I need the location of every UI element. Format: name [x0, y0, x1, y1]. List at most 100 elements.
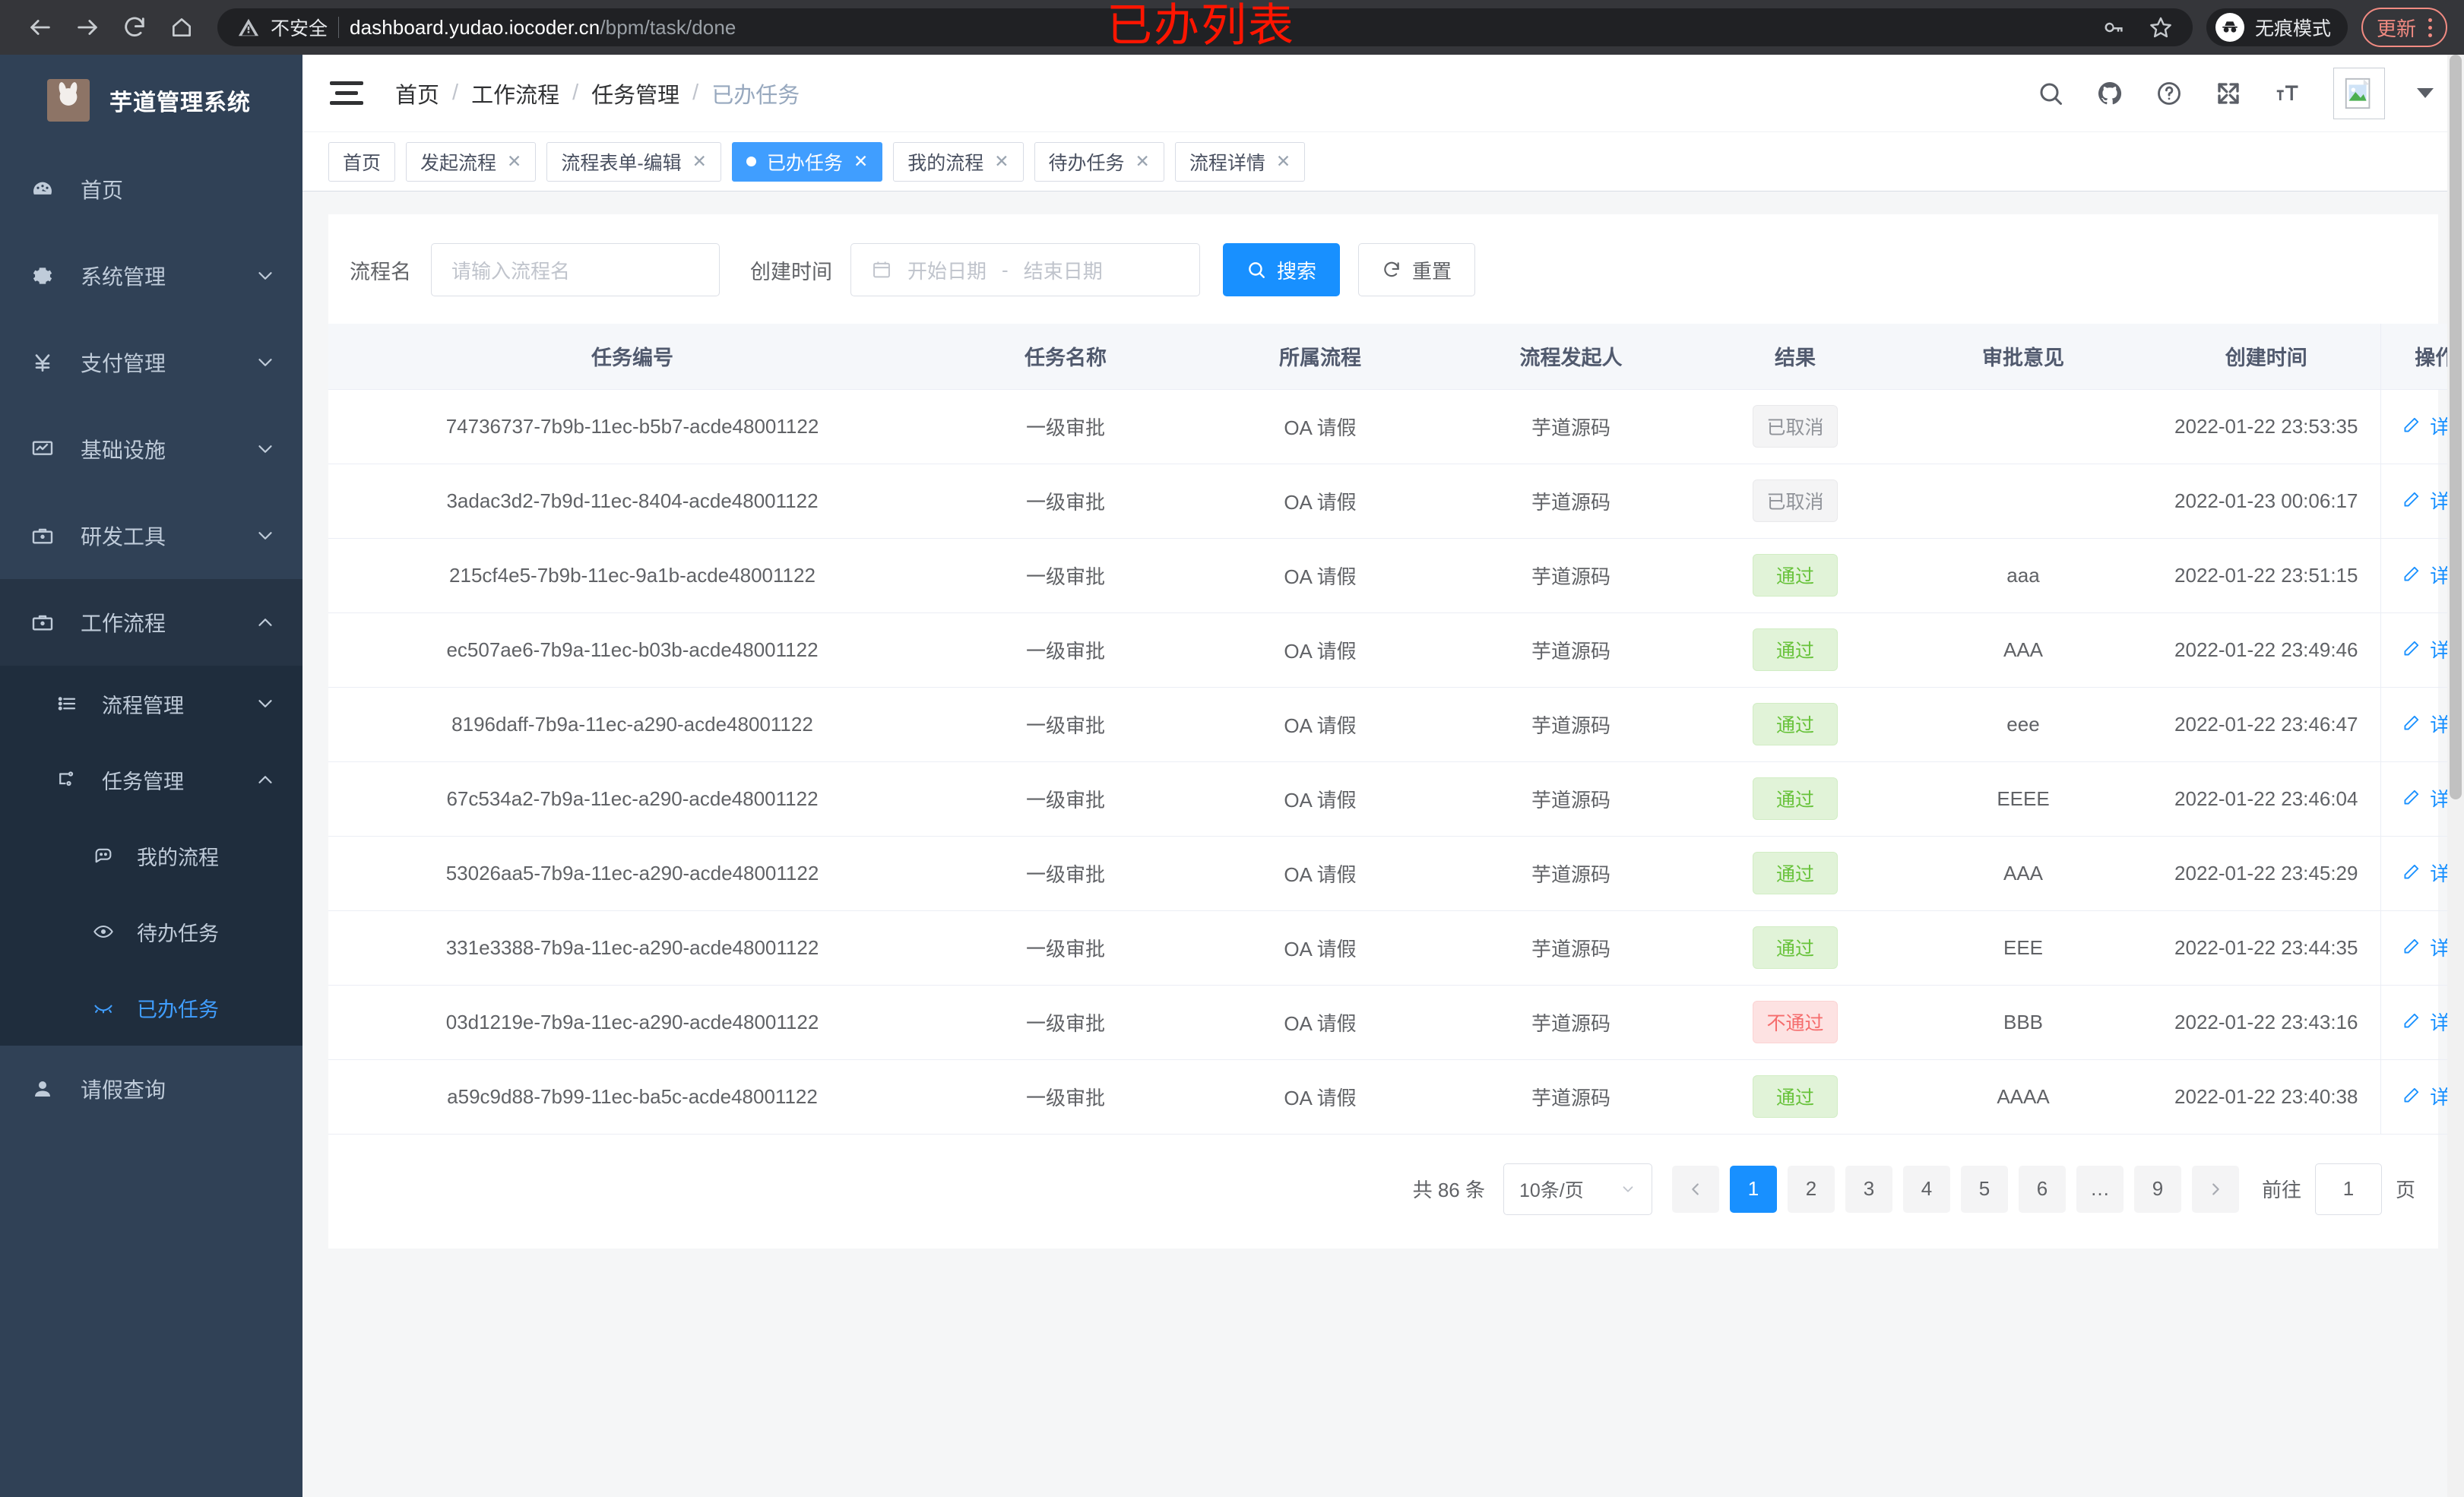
page-button-4[interactable]: 4 [1902, 1165, 1950, 1213]
cell-task-id: 3adac3d2-7b9d-11ec-8404-acde48001122 [328, 464, 936, 539]
table-row: a59c9d88-7b99-11ec-ba5c-acde48001122 一级审批… [328, 1059, 2464, 1135]
sidebar-item-payment[interactable]: 支付管理 [0, 319, 302, 406]
search-button[interactable]: 搜索 [1223, 243, 1341, 296]
page-button-2[interactable]: 2 [1787, 1165, 1835, 1213]
create-time-label: 创建时间 [750, 260, 832, 283]
hamburger-icon[interactable] [330, 81, 363, 105]
page-scrollbar[interactable] [2447, 55, 2464, 1497]
process-name-input[interactable]: 请输入流程名 [431, 243, 720, 296]
chevron-down-icon[interactable] [2417, 88, 2434, 98]
sidebar-item-todo-task[interactable]: 待办任务 [0, 894, 302, 970]
tab-done-task[interactable]: 已办任务 ✕ [731, 141, 883, 182]
close-icon[interactable]: ✕ [853, 151, 869, 171]
sidebar-item-done-task[interactable]: 已办任务 [0, 970, 302, 1046]
reset-button[interactable]: 重置 [1358, 243, 1476, 296]
back-arrow-icon[interactable] [17, 4, 64, 51]
page-button-9[interactable]: 9 [2133, 1165, 2181, 1213]
star-icon[interactable] [2149, 15, 2173, 40]
address-bar[interactable]: 不安全 dashboard.yudao.iocoder.cn/bpm/task/… [217, 8, 2193, 46]
sidebar-item-workflow[interactable]: 工作流程 [0, 579, 302, 666]
help-icon[interactable] [2155, 80, 2183, 107]
tab-label: 流程详情 [1189, 152, 1265, 174]
scrollbar-thumb[interactable] [2450, 55, 2462, 799]
tab-process-form-edit[interactable]: 流程表单-编辑 ✕ [546, 141, 721, 182]
edit-icon [2404, 939, 2419, 954]
home-icon[interactable] [158, 4, 205, 51]
status-badge: 通过 [1753, 1075, 1838, 1118]
cell-starter: 芋道源码 [1446, 1059, 1696, 1135]
cell-result: 已取消 [1696, 464, 1894, 539]
forward-arrow-icon[interactable] [64, 4, 111, 51]
cell-opinion: AAAA [1894, 1059, 2152, 1135]
close-icon[interactable]: ✕ [692, 151, 707, 171]
incognito-indicator[interactable]: 无痕模式 [2206, 8, 2348, 46]
update-button[interactable]: 更新 [2361, 8, 2447, 47]
github-icon[interactable] [2096, 80, 2124, 107]
status-badge: 通过 [1753, 852, 1838, 894]
breadcrumb-item-workflow[interactable]: 工作流程 [471, 83, 560, 108]
sidebar-item-devtools[interactable]: 研发工具 [0, 492, 302, 579]
incognito-icon [2215, 13, 2244, 42]
page-button-5[interactable]: 5 [1960, 1165, 2008, 1213]
page-button-6[interactable]: 6 [2018, 1165, 2066, 1213]
prev-page-button[interactable] [1671, 1165, 1719, 1213]
fullscreen-icon[interactable] [2215, 80, 2242, 107]
cell-created: 2022-01-22 23:40:38 [2152, 1059, 2380, 1135]
sidebar-item-infrastructure[interactable]: 基础设施 [0, 406, 302, 492]
sidebar-item-process-manage[interactable]: 流程管理 [0, 666, 302, 742]
key-icon[interactable] [2103, 16, 2126, 39]
tab-start-process[interactable]: 发起流程 ✕ [406, 141, 537, 182]
reload-icon[interactable] [111, 4, 158, 51]
tab-process-detail[interactable]: 流程详情 ✕ [1174, 141, 1306, 182]
kebab-menu-icon[interactable] [2428, 17, 2432, 37]
breadcrumb-item-home[interactable]: 首页 [395, 83, 440, 108]
breadcrumb-separator: / [572, 81, 579, 105]
jump-page-input[interactable]: 1 [2314, 1163, 2382, 1215]
cell-opinion: eee [1894, 687, 2152, 762]
cell-result: 已取消 [1696, 389, 1894, 464]
sidebar-item-label: 研发工具 [81, 525, 166, 549]
cell-result: 通过 [1696, 836, 1894, 911]
tab-todo-task[interactable]: 待办任务 ✕ [1034, 141, 1164, 182]
cell-starter: 芋道源码 [1446, 761, 1696, 837]
cell-created: 2022-01-22 23:46:47 [2152, 687, 2380, 762]
page-size-select[interactable]: 10条/页 [1503, 1163, 1652, 1215]
search-icon[interactable] [2037, 80, 2064, 107]
edit-icon [2404, 641, 2419, 656]
cell-task-id: 215cf4e5-7b9b-11ec-9a1b-acde48001122 [328, 538, 936, 613]
cell-task-name: 一级审批 [936, 985, 1195, 1060]
refresh-icon [1384, 261, 1399, 277]
tasks-icon [47, 768, 87, 791]
page-ellipsis[interactable]: … [2076, 1165, 2124, 1213]
yuan-icon [21, 350, 64, 375]
close-icon[interactable]: ✕ [994, 151, 1009, 171]
browser-toolbar: 不安全 dashboard.yudao.iocoder.cn/bpm/task/… [0, 0, 2464, 55]
close-icon[interactable]: ✕ [1275, 151, 1291, 171]
col-task-name: 任务名称 [936, 324, 1195, 390]
next-page-button[interactable] [2191, 1165, 2239, 1213]
cell-process: OA 请假 [1195, 687, 1446, 762]
sidebar-item-task-manage[interactable]: 任务管理 [0, 742, 302, 818]
sidebar-item-system[interactable]: 系统管理 [0, 233, 302, 319]
page-size-label: 10条/页 [1519, 1179, 1584, 1201]
close-icon[interactable]: ✕ [1135, 151, 1150, 171]
font-size-icon[interactable] [2274, 80, 2301, 107]
chevron-up-icon [254, 768, 277, 791]
sidebar-item-leave-query[interactable]: 请假查询 [0, 1046, 302, 1132]
chevron-down-icon [254, 351, 277, 374]
page-button-1[interactable]: 1 [1729, 1165, 1777, 1213]
tab-home[interactable]: 首页 [328, 141, 396, 182]
brand[interactable]: 芋道管理系统 [0, 55, 302, 146]
sidebar: 芋道管理系统 首页 系统管理 支付管理 [0, 55, 302, 1497]
date-range-input[interactable]: 开始日期 - 结束日期 [850, 243, 1200, 296]
breadcrumb-item-task-manage[interactable]: 任务管理 [591, 83, 680, 108]
page-button-3[interactable]: 3 [1845, 1165, 1892, 1213]
tab-my-process[interactable]: 我的流程 ✕ [893, 141, 1024, 182]
sidebar-item-home[interactable]: 首页 [0, 146, 302, 233]
cell-opinion [1894, 389, 2152, 464]
close-icon[interactable]: ✕ [507, 151, 522, 171]
cell-process: OA 请假 [1195, 612, 1446, 688]
avatar[interactable] [2333, 67, 2385, 119]
sidebar-item-my-process[interactable]: 我的流程 [0, 818, 302, 894]
tab-label: 发起流程 [420, 152, 497, 174]
